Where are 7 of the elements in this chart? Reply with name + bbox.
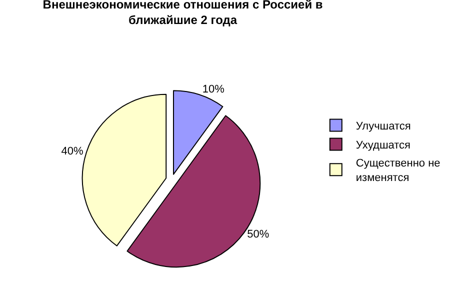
legend-label: Существенно не изменятся: [356, 158, 440, 184]
data-label: 40%: [61, 146, 84, 158]
legend-label: Ухудшатся: [356, 140, 411, 152]
legend-label: Улучшатся: [356, 120, 411, 133]
chart-title: Внешнеэкономические отношения с Россией в ближайшие 2 года: [42, 0, 323, 28]
data-label: 50%: [247, 228, 270, 241]
data-label: 10%: [202, 83, 225, 96]
